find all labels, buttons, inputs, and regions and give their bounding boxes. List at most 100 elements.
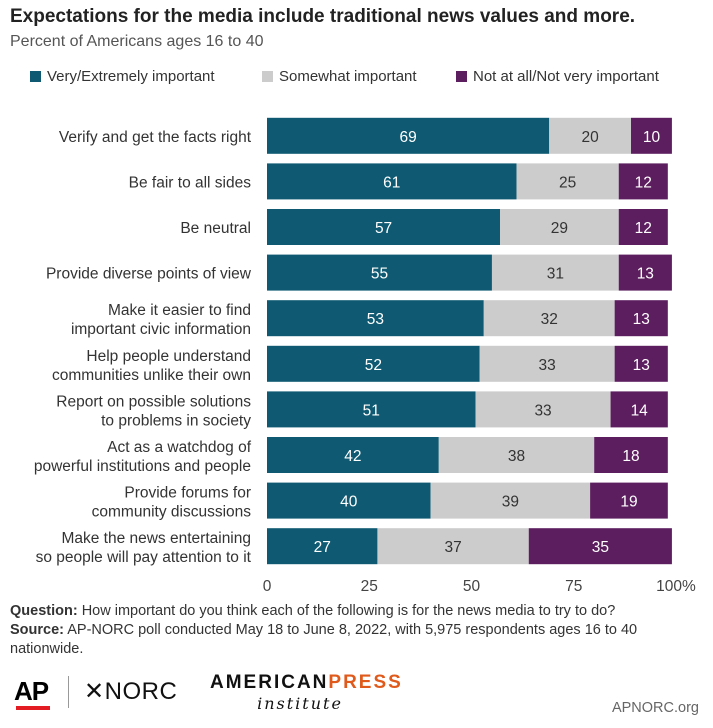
question-note: Question: How important do you think eac… [10,602,700,621]
data-label: 29 [551,220,568,237]
bar-very [267,437,439,473]
category-label: Make it easier to find [108,302,251,319]
source-note: Source: AP-NORC poll conducted May 18 to… [10,621,700,659]
category-label: Report on possible solutions [56,393,251,410]
api-logo-press: PRESS [328,672,403,693]
bar-not [614,345,668,382]
logo-divider [68,676,69,708]
chart-title: Expectations for the media include tradi… [10,6,636,27]
data-label: 13 [633,357,650,374]
bar-not [610,391,668,428]
x-tick-label: 50 [463,578,481,595]
legend-label-somewhat: Somewhat important [279,68,417,85]
bar-very [267,528,378,565]
bar-very [267,300,484,337]
data-label: 53 [367,311,384,328]
data-label: 18 [622,448,639,465]
bar-very [267,117,550,154]
footnotes: Question: How important do you think eac… [10,602,700,659]
api-logo-institute: institute [257,694,343,713]
legend-swatch-somewhat [262,71,273,82]
question-label: Question: [10,603,78,619]
bar-somewhat [438,437,595,473]
data-label: 42 [344,448,361,465]
bar-very [267,209,501,245]
data-label: 25 [559,174,576,191]
bar-somewhat [500,209,619,245]
category-label: to problems in society [101,412,251,429]
category-label: community discussions [92,504,252,521]
bar-very [267,254,492,291]
data-label: 55 [371,266,388,283]
bar-very [267,482,431,519]
bar-somewhat [377,528,529,565]
data-label: 37 [444,539,461,556]
data-label: 32 [541,311,558,328]
x-tick-label: 100% [656,578,696,595]
data-label: 40 [340,494,358,511]
bar-somewhat [479,345,615,382]
category-label: Make the news entertaining [61,530,251,547]
data-label: 38 [508,448,525,465]
data-label: 35 [592,539,609,556]
legend-swatch-very [30,71,41,82]
bar-not [528,528,672,565]
category-label: Help people understand [86,348,251,365]
bar-somewhat [516,163,619,200]
bar-very [267,345,480,382]
legend-swatch-not [456,71,467,82]
category-label: communities unlike their own [52,367,251,384]
logo-row: AP ✕NORC AMERICANPRESS institute APNORC.… [10,670,705,718]
american-press-institute-logo: AMERICANPRESS institute [210,672,401,713]
source-text: AP-NORC poll conducted May 18 to June 8,… [10,622,638,657]
question-text: How important do you think each of the f… [77,603,616,619]
data-label: 10 [643,129,661,146]
data-label: 31 [547,266,564,283]
category-label: Provide diverse points of view [46,266,252,283]
data-label: 69 [399,129,416,146]
bar-somewhat [483,300,615,337]
category-label: Provide forums for [124,485,251,502]
bar-not [618,254,672,291]
api-logo-american: AMERICAN [210,672,329,693]
data-label: 12 [635,220,652,237]
bar-somewhat [475,391,611,428]
bar-not [618,163,668,200]
category-label: important civic information [71,321,251,338]
source-label: Source: [10,622,64,638]
category-label: Verify and get the facts right [59,129,252,146]
apnorc-link[interactable]: APNORC.org [611,700,699,716]
data-label: 33 [534,402,551,419]
data-label: 20 [581,129,599,146]
category-label: Act as a watchdog of [107,439,252,456]
category-label: powerful institutions and people [34,458,251,475]
data-label: 57 [375,220,392,237]
data-label: 61 [383,174,400,191]
data-label: 12 [635,174,652,191]
data-label: 13 [633,311,650,328]
category-label: so people will pay attention to it [36,549,252,566]
ap-logo-bar [16,706,50,710]
norc-logo: ✕NORC [84,678,178,705]
bar-very [267,163,517,200]
bar-not [614,300,668,337]
data-label: 51 [363,402,380,419]
data-label: 52 [365,357,382,374]
legend-label-very: Very/Extremely important [47,68,215,85]
data-label: 14 [631,402,649,419]
legend-item-not: Not at all/Not very important [456,68,659,85]
legend-label-not: Not at all/Not very important [473,68,659,85]
bar-not [590,482,668,519]
ap-logo: AP [14,676,49,706]
legend-item-very: Very/Extremely important [30,68,215,85]
x-tick-label: 25 [361,578,378,595]
bar-not [618,209,668,245]
bar-not [631,117,672,154]
bar-not [594,437,668,473]
category-label: Be fair to all sides [129,174,252,191]
chart-subtitle: Percent of Americans ages 16 to 40 [10,33,264,50]
bar-somewhat [549,117,632,154]
bar-somewhat [491,254,619,291]
x-tick-label: 75 [565,578,582,595]
legend-item-somewhat: Somewhat important [262,68,417,85]
